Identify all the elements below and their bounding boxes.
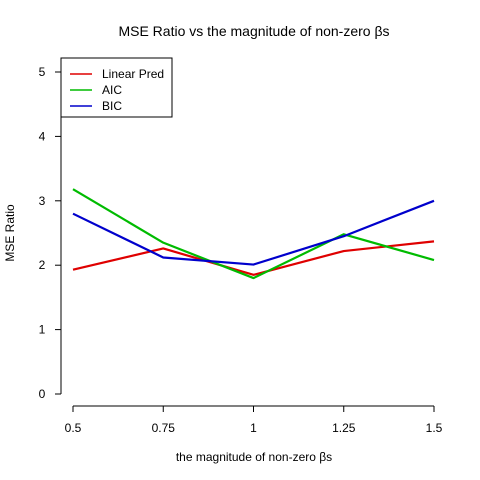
y-tick-label: 2 bbox=[39, 258, 46, 272]
y-axis-label: MSE Ratio bbox=[3, 204, 17, 262]
legend-label-aic: AIC bbox=[102, 83, 122, 97]
x-axis-label: the magnitude of non-zero βs bbox=[176, 450, 332, 464]
y-tick-label: 5 bbox=[39, 65, 46, 79]
series-line-linear-pred bbox=[72, 240, 435, 276]
chart-title: MSE Ratio vs the magnitude of non-zero β… bbox=[118, 23, 389, 39]
y-tick-label: 0 bbox=[39, 387, 46, 401]
legend-label-linear-pred: Linear Pred bbox=[102, 67, 164, 81]
legend-box bbox=[60, 57, 173, 118]
series-line-bic bbox=[72, 199, 435, 266]
x-tick-label: 0.5 bbox=[65, 421, 82, 435]
y-tick-label: 4 bbox=[39, 129, 46, 143]
legend-label-bic: BIC bbox=[102, 99, 122, 113]
x-tick-label: 1 bbox=[250, 421, 257, 435]
series-line-aic bbox=[72, 188, 435, 280]
legend: Linear Pred AIC BIC bbox=[60, 57, 173, 118]
axes: 0.5 0.75 1 1.25 1.5 0 1 2 3 4 5 bbox=[39, 65, 443, 435]
x-tick-label: 1.5 bbox=[426, 421, 443, 435]
y-tick-label: 3 bbox=[39, 194, 46, 208]
x-tick-label: 1.25 bbox=[332, 421, 356, 435]
series-lines bbox=[72, 188, 435, 280]
y-tick-label: 1 bbox=[39, 323, 46, 337]
x-tick-label: 0.75 bbox=[152, 421, 176, 435]
